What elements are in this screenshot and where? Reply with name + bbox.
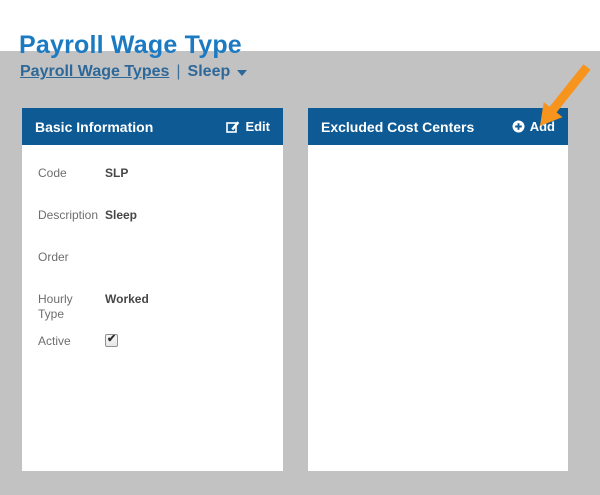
field-row-order: Order — [38, 250, 269, 292]
basic-information-header: Basic Information Edit — [22, 108, 283, 145]
field-label: Description — [38, 208, 99, 222]
add-button-label: Add — [529, 119, 555, 134]
field-label: Order — [38, 250, 69, 264]
field-label: Code — [38, 166, 67, 180]
excluded-cost-centers-panel: Excluded Cost Centers Add — [308, 108, 568, 471]
edit-button[interactable]: Edit — [226, 119, 270, 134]
panel-title: Basic Information — [35, 118, 154, 135]
top-band: Payroll Wage Type — [0, 0, 600, 59]
panel-title: Excluded Cost Centers — [321, 118, 475, 135]
record-dropdown[interactable]: Sleep — [188, 63, 248, 81]
basic-information-panel: Basic Information Edit Code SLP Descript… — [22, 108, 283, 471]
field-row-active: Active ✔ — [38, 333, 269, 376]
field-value: Worked — [105, 292, 149, 306]
field-value: Sleep — [105, 208, 138, 222]
edit-button-label: Edit — [245, 119, 270, 134]
breadcrumb-separator: | — [176, 63, 181, 80]
excluded-cost-centers-header: Excluded Cost Centers Add — [308, 108, 568, 145]
breadcrumb: Payroll Wage Types | Sleep — [20, 63, 248, 81]
basic-information-fields: Code SLP Description Sleep Order Hourly … — [22, 145, 283, 376]
add-button[interactable]: Add — [512, 119, 555, 134]
breadcrumb-current: Sleep — [187, 63, 231, 80]
active-checkbox[interactable]: ✔ — [105, 333, 118, 347]
page-title: Payroll Wage Type — [19, 30, 242, 59]
field-label: Hourly Type — [38, 292, 73, 321]
edit-pencil-square-icon — [226, 120, 240, 133]
field-row-code: Code SLP — [38, 166, 269, 208]
field-row-description: Description Sleep — [38, 208, 269, 250]
chevron-down-icon — [237, 70, 248, 76]
field-row-hourly-type: Hourly Type Worked — [38, 292, 269, 334]
field-label: Active — [38, 334, 71, 348]
plus-circle-icon — [512, 120, 525, 133]
checkmark-icon: ✔ — [107, 333, 117, 345]
field-value: ✔ — [105, 333, 118, 351]
breadcrumb-link-payroll-wage-types[interactable]: Payroll Wage Types — [20, 63, 170, 80]
field-value: SLP — [105, 166, 129, 180]
